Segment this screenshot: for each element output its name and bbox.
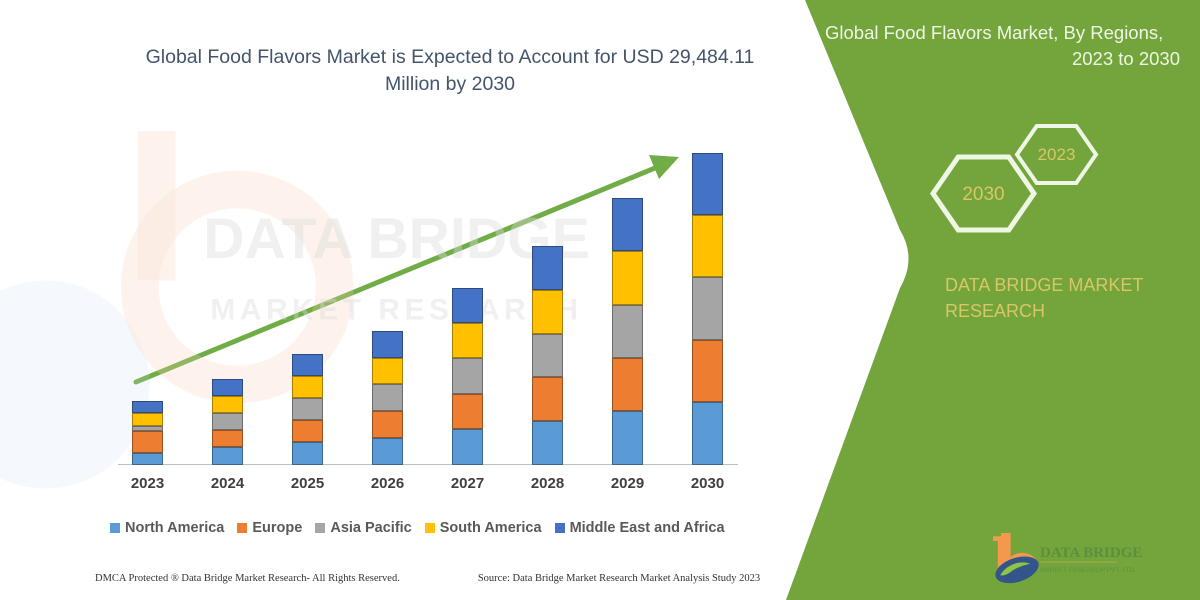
svg-text:MARKET RESEARCH PVT. LTD.: MARKET RESEARCH PVT. LTD. xyxy=(1040,567,1136,574)
svg-text:DATA BRIDGE: DATA BRIDGE xyxy=(1040,545,1142,561)
